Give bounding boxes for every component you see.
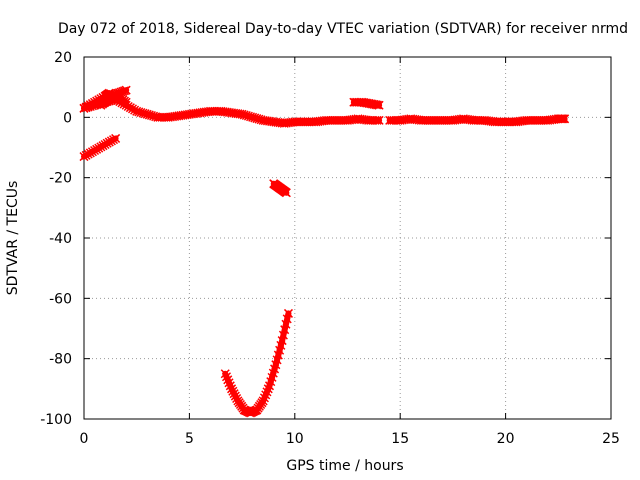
x-axis-label: GPS time / hours <box>286 458 403 474</box>
data-point <box>558 114 568 124</box>
data-point <box>280 325 290 335</box>
series-upper-right-short <box>349 97 384 110</box>
data-point <box>372 100 382 110</box>
y-tick-label: 20 <box>54 50 72 66</box>
chart-title: Day 072 of 2018, Sidereal Day-to-day VTE… <box>58 21 628 37</box>
x-axis-ticks: 0 5 10 15 20 25 <box>80 57 620 447</box>
data-point <box>229 389 239 399</box>
data-point <box>560 114 570 124</box>
x-tick-label: 5 <box>185 431 194 447</box>
data-point <box>230 391 240 401</box>
data-point <box>556 114 566 124</box>
y-tick-label: -40 <box>49 231 72 247</box>
series-right-track <box>385 114 570 127</box>
data-point <box>282 314 292 324</box>
data-point <box>111 133 121 143</box>
data-point <box>281 319 291 329</box>
series-main-track <box>79 94 384 128</box>
y-tick-label: -80 <box>49 352 72 368</box>
data-point <box>227 384 237 394</box>
data-marks <box>79 85 570 418</box>
data-point <box>232 393 242 404</box>
data-point <box>370 115 380 125</box>
data-point <box>374 115 384 125</box>
y-tick-label: -100 <box>40 412 72 428</box>
series-short-segment <box>269 179 291 198</box>
data-point <box>281 188 291 198</box>
x-tick-label: 25 <box>602 431 620 447</box>
data-point <box>121 85 131 95</box>
data-point <box>278 330 288 340</box>
series-upper-arc-b <box>96 85 131 110</box>
data-point <box>121 97 131 107</box>
data-point <box>283 308 294 318</box>
data-point <box>228 386 238 396</box>
series-deep-dip <box>220 308 294 418</box>
plot-frame <box>83 56 612 420</box>
grid <box>84 57 611 419</box>
y-tick-label: -60 <box>49 291 72 307</box>
data-point <box>374 100 384 110</box>
y-axis-ticks: 20 0 -20 -40 -60 -80 -100 <box>40 50 611 428</box>
y-tick-label: -20 <box>49 171 72 187</box>
data-point <box>371 100 381 110</box>
data-point <box>277 336 287 346</box>
x-tick-label: 15 <box>391 431 409 447</box>
y-axis-label: SDTVAR / TECUs <box>5 181 21 296</box>
series-low-start <box>79 133 121 162</box>
y-tick-label: 0 <box>63 110 72 126</box>
x-tick-label: 10 <box>286 431 304 447</box>
data-point <box>119 86 130 96</box>
x-tick-label: 20 <box>497 431 515 447</box>
x-tick-label: 0 <box>80 431 89 447</box>
data-point <box>372 115 382 125</box>
data-point <box>557 114 567 124</box>
